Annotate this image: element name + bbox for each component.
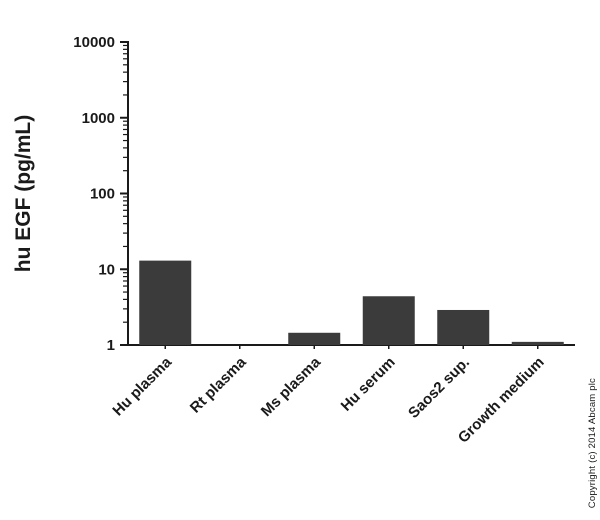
svg-text:100: 100 [90, 186, 115, 203]
svg-text:Ms plasma: Ms plasma [258, 353, 325, 420]
svg-text:1: 1 [107, 337, 115, 354]
svg-text:1000: 1000 [82, 110, 115, 127]
svg-text:Hu plasma: Hu plasma [109, 353, 175, 419]
svg-text:Rt plasma: Rt plasma [187, 353, 250, 416]
svg-text:10: 10 [98, 261, 115, 278]
svg-text:Hu serum: Hu serum [338, 354, 399, 415]
svg-text:hu EGF (pg/mL): hu EGF (pg/mL) [12, 115, 35, 272]
svg-text:10000: 10000 [73, 34, 115, 51]
svg-text:Saos2 sup.: Saos2 sup. [405, 354, 473, 422]
copyright-text: Copyright (c) 2014 Abcam plc [587, 377, 598, 508]
